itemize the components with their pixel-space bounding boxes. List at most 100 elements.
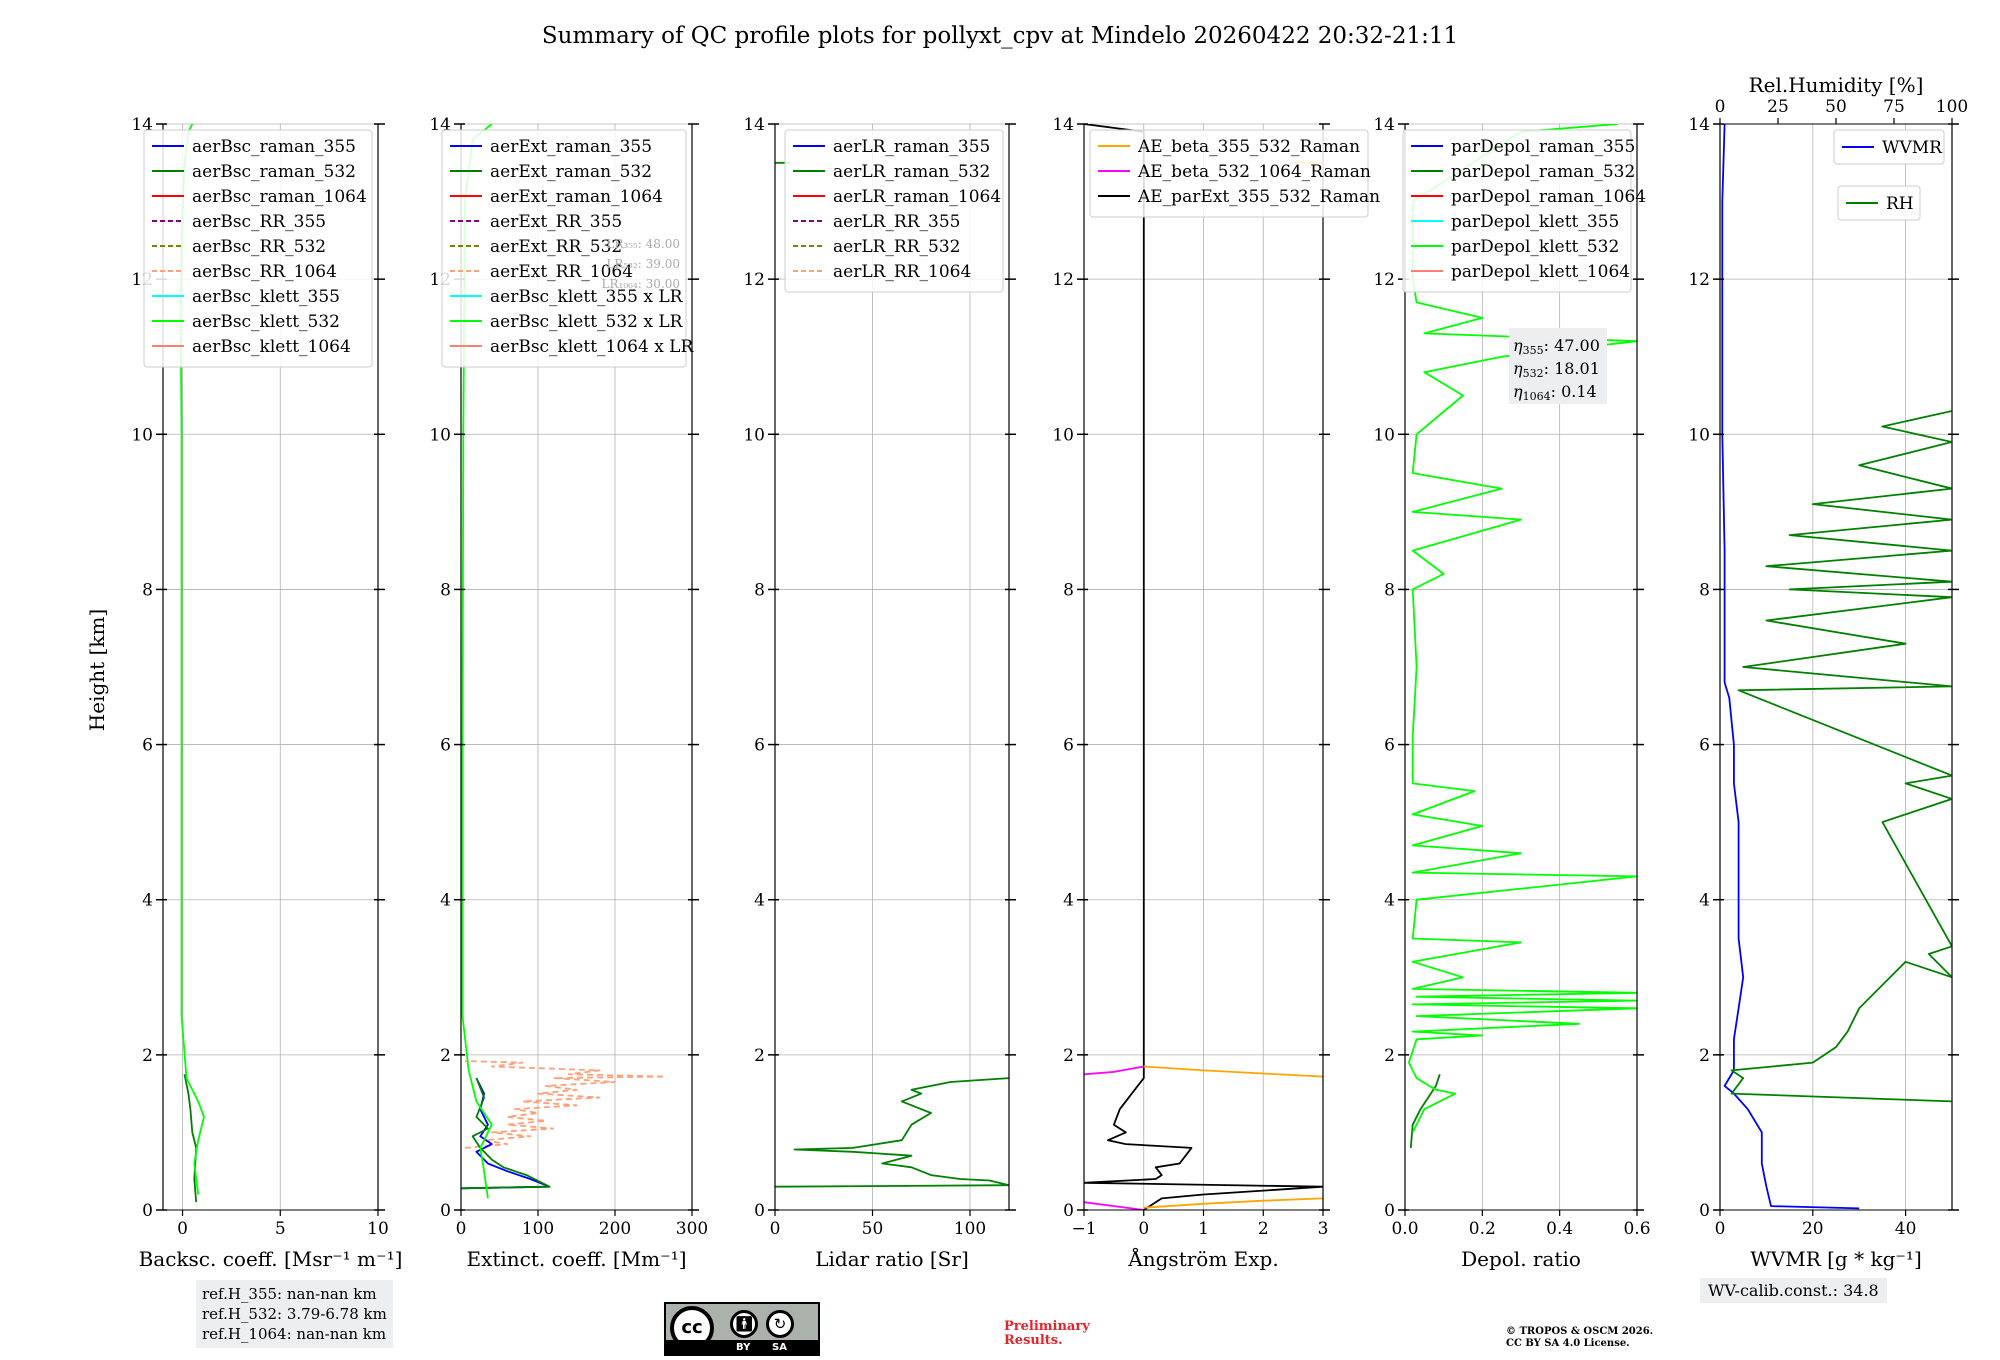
x-tick-label: 2 <box>1258 1219 1269 1239</box>
legend-box <box>441 129 687 368</box>
y-tick-label: 0 <box>142 1201 153 1221</box>
lr-annotation: LR₃₅₅: 48.00 <box>606 237 680 251</box>
y-tick-label: 4 <box>1384 891 1395 911</box>
y-tick-label: 0 <box>1063 1201 1074 1221</box>
lr-annotation: LR₁₀₆₄: 30.00 <box>602 277 680 291</box>
x-axis-label: Depol. ratio <box>1461 1247 1581 1271</box>
ref-height-1064: ref.H_1064: nan-nan km <box>202 1325 387 1343</box>
x-tick-label: 3 <box>1318 1219 1329 1239</box>
x-tick-label: 0.4 <box>1546 1219 1573 1239</box>
legend-label: parDepol_klett_532 <box>1451 237 1619 257</box>
y-axis-label: Height [km] <box>85 609 109 731</box>
x-tick-label: 100 <box>522 1219 554 1239</box>
x-tick-label: 0.2 <box>1469 1219 1496 1239</box>
legend-box <box>143 129 373 368</box>
results-line: Results. <box>1004 1333 1063 1348</box>
y-tick-label: 4 <box>142 891 153 911</box>
y-tick-label: 8 <box>1699 580 1710 600</box>
series-aerLR_raman_532 <box>775 1077 1009 1188</box>
eta-box <box>1509 328 1607 404</box>
legend-label: aerBsc_klett_355 <box>192 287 340 307</box>
series-AE_beta_532_1064_Raman <box>1084 1065 1144 1076</box>
series-group <box>1408 124 1637 1148</box>
legend-label: aerBsc_raman_1064 <box>192 187 367 207</box>
legend-label: aerLR_raman_532 <box>833 162 990 182</box>
wv-calibration-text: WV-calib.const.: 34.8 <box>1708 1281 1879 1300</box>
legend: aerLR_raman_355 aerLR_raman_532 aerLR_rama… <box>784 129 1004 293</box>
y-tick-label: 8 <box>1384 580 1395 600</box>
x-tick-label: 0.0 <box>1391 1219 1418 1239</box>
legend-label: parDepol_raman_355 <box>1451 137 1635 157</box>
x-tick-label: 50 <box>862 1219 884 1239</box>
y-tick-label: 6 <box>1063 736 1074 756</box>
legend-label: parDepol_klett_1064 <box>1451 262 1630 282</box>
legend-label: aerBsc_klett_1064 x LR <box>490 337 694 357</box>
legend-label: aerExt_RR_1064 <box>490 262 633 282</box>
preliminary-line: Preliminary <box>1004 1319 1090 1334</box>
legend-label: aerLR_RR_355 <box>833 212 960 232</box>
y-tick-label: 10 <box>1373 425 1395 445</box>
series-AE_beta_532_1064_Raman_low <box>1084 1201 1144 1210</box>
y-tick-label: 2 <box>440 1046 451 1066</box>
legend-label: aerBsc_klett_532 x LR <box>490 312 684 332</box>
y-tick-label: 2 <box>142 1046 153 1066</box>
y-tick-label: 2 <box>1699 1046 1710 1066</box>
grid <box>1083 123 1324 1211</box>
x-tick-label: 0 <box>1715 1219 1726 1239</box>
legend-label: aerExt_raman_532 <box>490 162 652 182</box>
series-aerExt_RR_1064 <box>464 1060 666 1149</box>
x-tick-label: 0.6 <box>1623 1219 1650 1239</box>
x-axis-label: Backsc. coeff. [Msr⁻¹ m⁻¹] <box>139 1247 403 1271</box>
x-axis-label: WVMR [g * kg⁻¹] <box>1750 1247 1922 1271</box>
eta-annotation: η532: 18.01 <box>1513 359 1600 380</box>
y-tick-label: 6 <box>1384 736 1395 756</box>
x-tick-label: 5 <box>275 1219 286 1239</box>
panel-depol: 0 2 4 6 8 10 12 14 0.0 0.2 0.4 0.6 Depol. ratio parDe… <box>1373 115 1650 1271</box>
x-tick-label: 10 <box>367 1219 389 1239</box>
grid <box>774 123 1009 1211</box>
legend-label: aerBsc_RR_532 <box>192 237 326 257</box>
reference-height-box: ref.H_355: nan-nan km ref.H_532: 3.79-6.… <box>196 1280 393 1348</box>
attribution-icon: 🚹︎ <box>730 1310 758 1338</box>
y-tick-label: 12 <box>1688 270 1710 290</box>
legend-label: aerLR_raman_355 <box>833 137 990 157</box>
top-x-tick-label: 100 <box>1936 97 1968 117</box>
legend-label: aerLR_RR_532 <box>833 237 960 257</box>
y-tick-label: 0 <box>1384 1201 1395 1221</box>
legend: aerBsc_raman_355 aerBsc_raman_532 aerBsc_r… <box>143 129 373 368</box>
preliminary-note: Preliminary Results. <box>1004 1320 1090 1348</box>
x-axis-label: Lidar ratio [Sr] <box>815 1247 969 1271</box>
y-tick-label: 2 <box>754 1046 765 1066</box>
series-WVMR <box>1721 124 1860 1210</box>
copyright-line: © TROPOS & OSCM 2026. <box>1506 1326 1654 1337</box>
panels: 0 2 4 6 8 10 12 14 0 5 10 Backsc. coeff. [Msr⁻¹ m⁻¹… <box>131 73 1968 1271</box>
share-alike-icon: ↻ <box>766 1310 794 1338</box>
y-tick-label: 4 <box>1063 891 1074 911</box>
y-tick-label: 6 <box>142 736 153 756</box>
legend-label: AE_parExt_355_532_Raman <box>1137 187 1380 207</box>
legend-label: aerBsc_klett_355 x LR <box>490 287 684 307</box>
y-tick-label: 10 <box>1688 425 1710 445</box>
x-tick-label: 300 <box>676 1219 708 1239</box>
y-tick-label: 0 <box>1699 1201 1710 1221</box>
y-tick-label: 4 <box>1699 891 1710 911</box>
x-tick-label: 0 <box>770 1219 781 1239</box>
legend-label: AE_beta_355_532_Raman <box>1137 137 1360 157</box>
panel-lr: 0 2 4 6 8 10 12 14 0 50 100 Lidar ratio [Sr] aerLR_r… <box>743 115 1016 1271</box>
y-tick-label: 8 <box>142 580 153 600</box>
legend-label: aerExt_RR_532 <box>490 237 622 257</box>
badge-by-label: BY <box>736 1342 751 1353</box>
legend-label: aerExt_raman_355 <box>490 137 652 157</box>
x-tick-label: 0 <box>456 1219 467 1239</box>
y-tick-label: 2 <box>1384 1046 1395 1066</box>
y-tick-label: 14 <box>1373 115 1395 135</box>
badge-sa-label: SA <box>772 1342 787 1353</box>
y-tick-label: 6 <box>754 736 765 756</box>
legend: AE_beta_355_532_Raman AE_beta_532_1064_Ra… <box>1089 129 1380 218</box>
series-parDepol_raman_532 <box>1409 1074 1441 1148</box>
series-AE_beta_355_532_Raman_low <box>1143 1197 1323 1209</box>
